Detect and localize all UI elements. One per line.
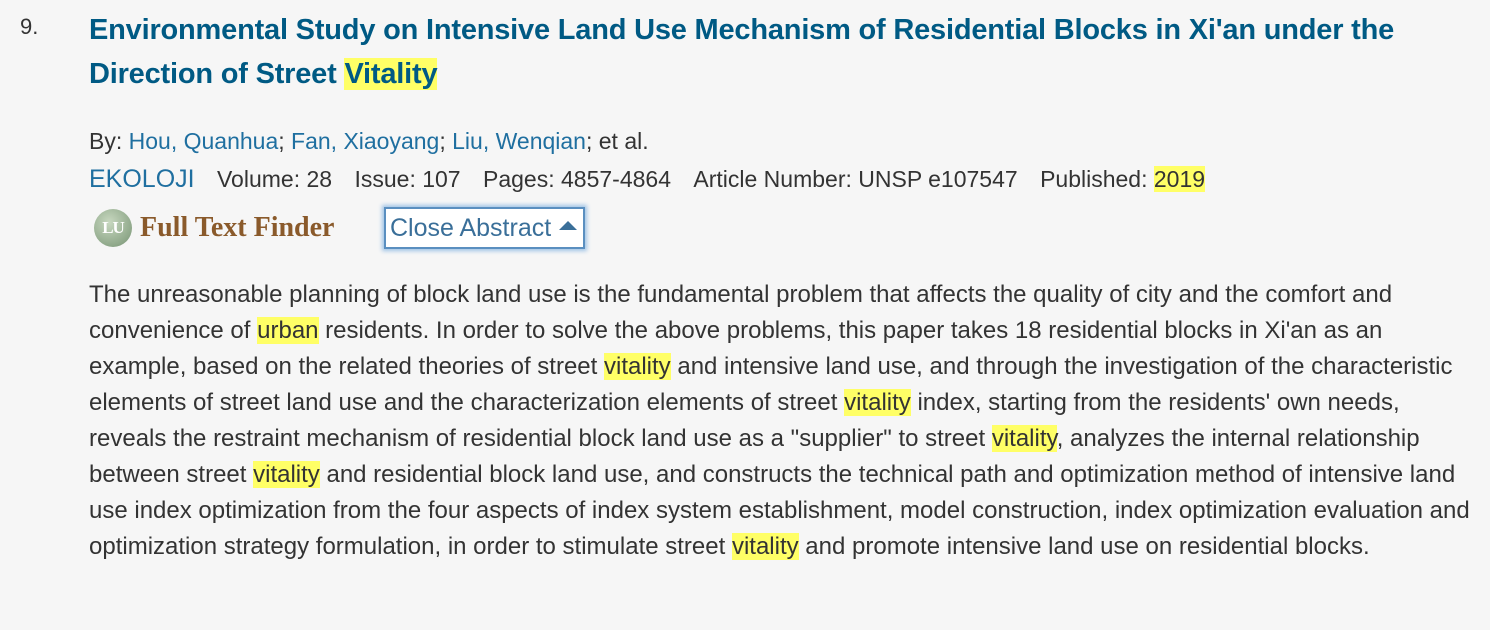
abstract-segment: and intensive land use, and through the … bbox=[89, 353, 1453, 416]
abstract-text: The unreasonable planning of block land … bbox=[89, 277, 1474, 565]
abstract-segment: , analyzes the internal relationship bet… bbox=[89, 425, 1420, 488]
issue: Issue: 107 bbox=[354, 166, 461, 192]
author-separator: ; bbox=[439, 128, 453, 154]
caret-up-icon bbox=[559, 220, 578, 230]
pages: Pages: 4857-4864 bbox=[483, 166, 671, 192]
record-actions: LU Full Text Finder Close Abstract bbox=[89, 203, 1474, 263]
record-title[interactable]: Environmental Study on Intensive Land Us… bbox=[89, 8, 1474, 96]
record-content: Environmental Study on Intensive Land Us… bbox=[89, 8, 1474, 565]
abstract-highlight: vitality bbox=[603, 353, 671, 380]
full-text-finder-button[interactable]: LU Full Text Finder bbox=[94, 209, 334, 247]
published-year: 2019 bbox=[1153, 166, 1206, 192]
abstract-segment: and residential block land use, and cons… bbox=[89, 461, 1470, 560]
author-separator: ; bbox=[278, 128, 292, 154]
close-abstract-button[interactable]: Close Abstract bbox=[384, 207, 586, 249]
full-text-finder-label: Full Text Finder bbox=[140, 212, 335, 243]
et-al: ; et al. bbox=[585, 128, 649, 154]
abstract-highlight: vitality bbox=[991, 425, 1057, 452]
article-number: Article Number: UNSP e107547 bbox=[693, 166, 1018, 192]
author-link-2[interactable]: Fan, Xiaoyang bbox=[291, 128, 440, 154]
published: Published: 2019 bbox=[1040, 166, 1206, 192]
abstract-highlight: vitality bbox=[253, 461, 320, 488]
published-label: Published: bbox=[1040, 166, 1154, 192]
record-title-link[interactable]: Environmental Study on Intensive Land Us… bbox=[89, 14, 1394, 90]
author-link-3[interactable]: Liu, Wenqian bbox=[452, 128, 586, 154]
title-text: Environmental Study on Intensive Land Us… bbox=[89, 14, 1395, 90]
abstract-highlight: urban bbox=[257, 317, 319, 344]
abstract-highlight: vitality bbox=[731, 533, 799, 560]
title-highlight: Vitality bbox=[344, 58, 438, 90]
source-line: EKOLOJI Volume: 28 Issue: 107 Pages: 485… bbox=[89, 159, 1474, 199]
abstract-segment: index, starting from the residents' own … bbox=[89, 389, 1400, 452]
abstract-segment: and promote intensive land use on reside… bbox=[798, 533, 1370, 560]
abstract-segment: residents. In order to solve the above p… bbox=[89, 317, 1383, 380]
journal-link[interactable]: EKOLOJI bbox=[89, 165, 195, 193]
record-number: 9. bbox=[20, 14, 39, 39]
abstract-segment: The unreasonable planning of block land … bbox=[89, 281, 1393, 344]
volume: Volume: 28 bbox=[216, 166, 333, 192]
abstract-highlight: vitality bbox=[844, 389, 911, 416]
by-label: By: bbox=[89, 128, 129, 154]
close-abstract-label: Close Abstract bbox=[390, 213, 552, 242]
full-text-finder-logo-icon: LU bbox=[94, 209, 132, 247]
authors-line: By: Hou, Quanhua; Fan, Xiaoyang; Liu, We… bbox=[89, 123, 1474, 159]
author-link-1[interactable]: Hou, Quanhua bbox=[128, 128, 279, 154]
